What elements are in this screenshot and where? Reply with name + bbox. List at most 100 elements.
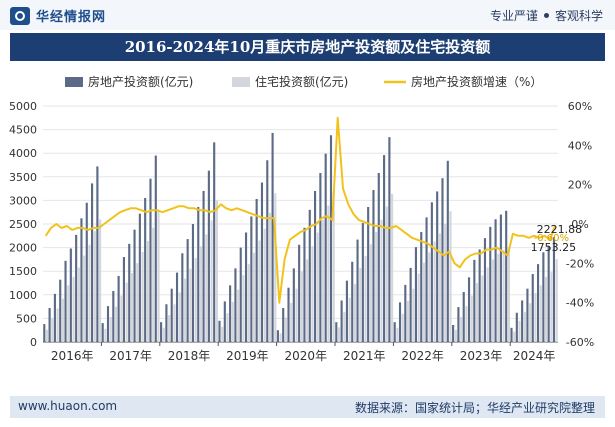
x-tick-label: 2018年	[168, 349, 211, 363]
bar-total	[329, 135, 333, 342]
bar-total	[43, 324, 46, 342]
bar-total	[191, 224, 195, 342]
tag-objective: 客观科学	[554, 9, 603, 23]
bar-total	[218, 320, 221, 342]
x-tick-label: 2022年	[401, 349, 444, 363]
bar-total	[521, 300, 524, 342]
bar-residential	[555, 259, 558, 342]
bar-residential	[268, 212, 272, 342]
bar-total	[361, 223, 364, 342]
bar-residential	[114, 306, 118, 342]
y-right-tick-label: -60%	[566, 336, 594, 349]
bar-total	[48, 308, 51, 342]
bar-total	[356, 239, 359, 342]
bar-residential	[364, 256, 367, 342]
bar-total	[536, 264, 540, 342]
bar-residential	[130, 273, 134, 342]
bar-residential	[396, 327, 399, 342]
bar-residential	[406, 300, 410, 342]
bar-residential	[178, 292, 181, 342]
bar-residential	[444, 224, 447, 342]
bar-total	[223, 301, 226, 342]
x-tick-label: 2021年	[343, 349, 386, 363]
bar-total	[244, 232, 248, 342]
bar-residential	[460, 316, 463, 342]
x-tick-label: 2016年	[51, 349, 94, 363]
x-tick-label: 2024年	[513, 349, 556, 363]
bar-residential	[545, 276, 548, 342]
bar-total	[542, 252, 545, 342]
bar-residential	[51, 318, 54, 342]
bar-total	[314, 190, 317, 342]
logo-icon	[10, 6, 30, 25]
bar-total	[404, 284, 407, 342]
bar-total	[483, 238, 487, 342]
bar-residential	[481, 275, 484, 342]
bar-total	[367, 207, 370, 342]
bar-residential	[88, 244, 91, 342]
bar-total	[165, 304, 168, 342]
y-left-tick-label: 5000	[9, 100, 37, 113]
bar-total	[452, 325, 455, 342]
data-source: 数据来源：国家统计局；华经产业研究院整理	[354, 401, 595, 415]
bar-total	[372, 190, 375, 342]
bar-total	[85, 202, 88, 342]
bar-residential	[141, 251, 144, 342]
bar-residential	[311, 246, 314, 342]
bar-residential	[279, 333, 282, 342]
bar-total	[117, 275, 120, 342]
bar-residential	[486, 267, 489, 342]
bar-residential	[348, 297, 351, 342]
bar-residential	[518, 320, 521, 342]
bar-total	[441, 178, 444, 342]
bar-residential	[375, 232, 378, 342]
bar-total	[197, 207, 200, 342]
y-left-tick-label: 500	[16, 312, 37, 325]
bar-total	[207, 170, 210, 342]
bar-total	[420, 232, 423, 342]
bar-residential	[513, 331, 516, 342]
bar-total	[64, 260, 67, 342]
bar-residential	[237, 289, 240, 342]
bar-residential	[189, 268, 192, 342]
x-tick-label: 2020年	[285, 349, 328, 363]
y-left-tick-label: 3500	[9, 171, 37, 184]
bar-residential	[194, 257, 197, 342]
bar-residential	[380, 219, 383, 342]
bar-residential	[476, 283, 479, 342]
bar-residential	[391, 193, 394, 342]
bar-residential	[502, 249, 505, 342]
y-right-tick-label: 20%	[568, 179, 592, 192]
bar-residential	[412, 288, 415, 342]
bar-residential	[77, 267, 80, 342]
data-label-residential-last: 1753.25	[531, 241, 577, 254]
bar-total	[250, 216, 253, 342]
bar-residential	[125, 282, 128, 342]
bar-residential	[210, 220, 213, 342]
bar-total	[292, 268, 295, 342]
bar-residential	[120, 295, 123, 342]
bar-residential	[183, 278, 187, 342]
bar-residential	[247, 264, 250, 342]
bar-total	[308, 209, 311, 342]
bar-total	[181, 253, 184, 342]
bar-residential	[497, 253, 500, 342]
legend-label-3: 房地产投资额增速（%）	[411, 74, 542, 89]
bar-residential	[104, 328, 107, 342]
title-bar: 2016-2024年10月重庆市房地产投资额及住宅投资额	[10, 33, 605, 61]
bar-residential	[306, 259, 309, 342]
bar-residential	[337, 327, 341, 342]
bar-total	[335, 322, 338, 342]
y-left-tick-label: 0	[30, 336, 37, 349]
y-left-tick-label: 1500	[9, 265, 37, 278]
bar-total	[409, 267, 412, 342]
bar-total	[260, 182, 264, 342]
bar-total	[144, 198, 147, 342]
brand: 华经情报网	[10, 6, 106, 25]
bar-total	[526, 288, 529, 342]
bar-residential	[274, 193, 277, 342]
bar-residential	[465, 306, 468, 342]
bar-total	[552, 237, 556, 342]
bar-residential	[385, 206, 388, 342]
bar-total	[345, 280, 348, 342]
